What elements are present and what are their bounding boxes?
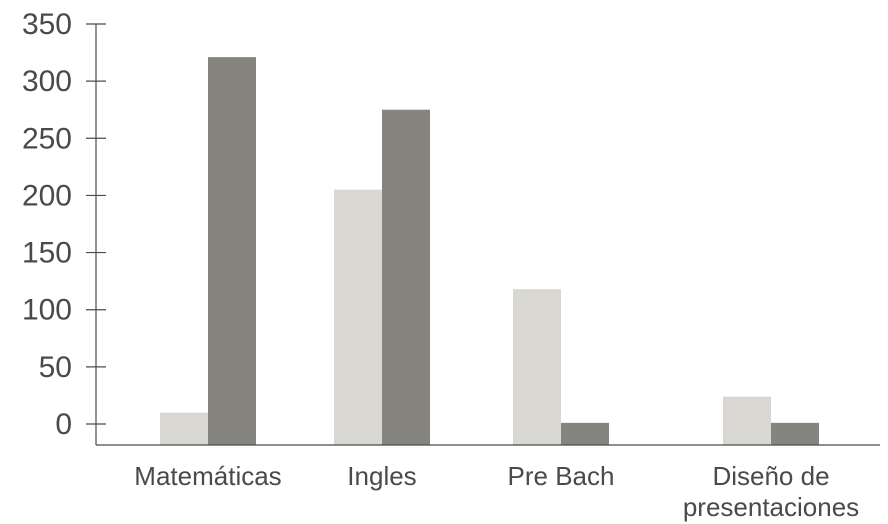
y-tick-label: 100 [22,294,72,327]
bar-series-2-1 [382,109,430,445]
bars [160,57,819,446]
bar-series-1-2 [513,289,561,445]
bar-series-1-3 [723,396,771,445]
x-category-label-line: presentaciones [683,492,859,522]
x-category-label-line: Pre Bach [508,461,615,491]
y-tick-label: 0 [55,408,72,441]
x-category-label-line: Matemáticas [134,461,281,491]
y-tick-label: 350 [22,8,72,41]
y-tick-label: 250 [22,122,72,155]
bar-series-1-0 [160,412,208,445]
x-axis: Matemáticas Ingles Pre Bach Diseño de presen… [96,444,880,522]
bar-series-2-3 [771,422,819,445]
bar-series-2-2 [561,422,609,445]
x-category-label-line: Diseño de [712,461,829,491]
bar-series-2-0 [208,57,256,446]
y-tick-label: 200 [22,179,72,212]
y-axis: 0 50 100 150 200 250 300 350 [22,8,106,445]
x-category-label: Diseño de presentaciones [683,461,859,522]
y-tick-label: 300 [22,65,72,98]
y-tick-label: 150 [22,237,72,270]
x-category-label: Matemáticas [134,461,281,491]
x-category-label: Ingles [347,461,416,491]
x-category-label: Pre Bach [508,461,615,491]
x-category-label-line: Ingles [347,461,416,491]
y-tick-label: 50 [39,351,72,384]
bar-series-1-1 [334,189,382,445]
